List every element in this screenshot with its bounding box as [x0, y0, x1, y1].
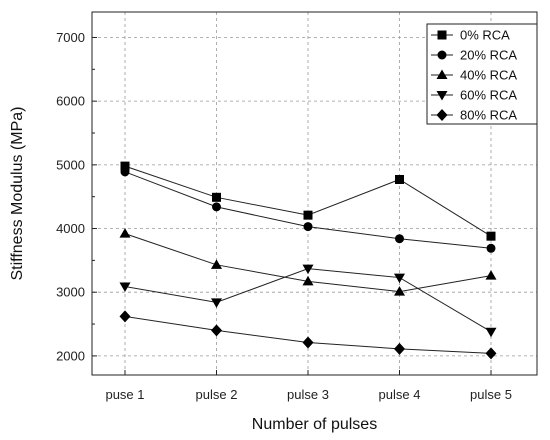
legend-item: 0% RCA [431, 28, 510, 43]
x-tick-label: pulse 5 [470, 387, 512, 402]
data-point [302, 264, 314, 275]
data-point [119, 310, 131, 323]
y-tick-label: 2000 [56, 348, 85, 363]
legend: 0% RCA 20% RCA 40% RCA 60% RCA 80% RCA [426, 23, 538, 125]
legend-item: 80% RCA [431, 108, 517, 123]
data-point [485, 327, 497, 338]
data-point [119, 282, 131, 292]
legend-label: 80% RCA [460, 108, 517, 123]
y-tick-label: 5000 [56, 157, 85, 172]
legend-label: 20% RCA [460, 48, 517, 63]
data-point [302, 275, 314, 286]
data-point [211, 298, 222, 308]
y-tick-label: 4000 [56, 221, 85, 236]
series-3 [119, 264, 497, 338]
series-0 [120, 161, 496, 241]
legend-label: 60% RCA [460, 88, 517, 103]
data-point [302, 336, 314, 349]
data-point [120, 161, 130, 171]
legend-item: 40% RCA [431, 68, 517, 83]
legend-marker [436, 91, 448, 101]
y-tick-label: 3000 [56, 285, 85, 300]
series-group [119, 161, 497, 360]
data-point [394, 286, 405, 296]
series-1 [120, 167, 496, 253]
legend-marker [437, 30, 447, 40]
y-tick-label: 6000 [56, 94, 85, 109]
x-tick-label: pulse 3 [287, 387, 329, 402]
legend-marker [436, 69, 448, 79]
legend-label: 0% RCA [460, 28, 510, 43]
data-point [211, 324, 222, 337]
plot-frame [91, 11, 538, 376]
legend-marker [436, 109, 448, 121]
data-point [395, 174, 404, 184]
data-point [394, 342, 405, 355]
data-point [485, 347, 497, 360]
axes: 2000 3000 4000 5000 6000 7000 puse 1 pulse 2 pul… [56, 30, 512, 402]
data-point [303, 210, 313, 220]
data-point [486, 243, 496, 253]
legend-item: 20% RCA [431, 48, 517, 63]
data-point [486, 231, 496, 241]
data-point [212, 192, 221, 202]
data-point [395, 234, 404, 244]
data-point [120, 167, 130, 177]
x-tick-label: pulse 2 [196, 387, 238, 402]
data-point [485, 270, 497, 280]
x-tick-label: puse 1 [105, 387, 144, 402]
y-axis-title: Stiffness Modulus (MPa) [9, 107, 26, 281]
x-axis-title: Number of pulses [252, 416, 377, 433]
series-2 [119, 228, 497, 296]
series-4 [119, 310, 497, 360]
data-point [394, 273, 405, 284]
data-point [303, 222, 313, 232]
data-point [212, 202, 221, 212]
legend-box [426, 23, 538, 125]
data-point [119, 228, 131, 238]
legend-label: 40% RCA [460, 68, 517, 83]
y-tick-label: 7000 [56, 30, 85, 45]
legend-marker [437, 50, 447, 60]
x-tick-label: pulse 4 [379, 387, 421, 402]
legend-item: 60% RCA [431, 88, 517, 103]
data-point [211, 259, 222, 269]
